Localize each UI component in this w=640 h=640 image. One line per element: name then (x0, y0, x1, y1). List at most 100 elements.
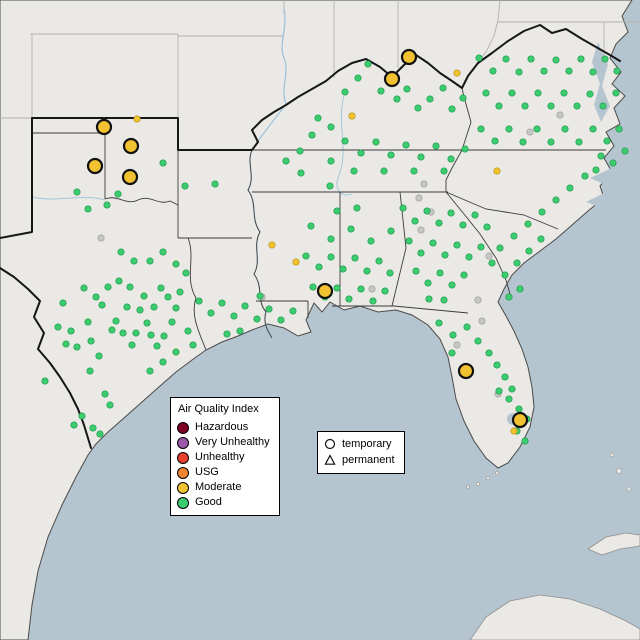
station-missing-marker (556, 111, 564, 119)
station-moderate-marker (348, 112, 356, 120)
station-good-marker (552, 56, 560, 64)
station-good-marker (326, 182, 334, 190)
station-good-marker (423, 207, 431, 215)
station-good-marker (297, 169, 305, 177)
station-good-marker (253, 315, 261, 323)
station-good-marker (448, 105, 456, 113)
permanent-triangle-icon (324, 454, 336, 465)
station-good-marker (435, 219, 443, 227)
station-good-marker (426, 95, 434, 103)
station-good-marker (289, 307, 297, 315)
station-good-marker (114, 190, 122, 198)
legend-item-temporary: temporary (324, 436, 395, 452)
station-good-marker (615, 125, 623, 133)
station-good-marker (449, 331, 457, 339)
station-good-marker (101, 390, 109, 398)
station-good-marker (282, 157, 290, 165)
station-good-marker (440, 296, 448, 304)
legend-item-label: Good (195, 496, 222, 508)
station-good-marker (345, 295, 353, 303)
station-moderate-temporary-marker (95, 118, 113, 136)
station-good-marker (54, 323, 62, 331)
station-good-marker (505, 125, 513, 133)
station-good-marker (327, 253, 335, 261)
station-good-marker (387, 151, 395, 159)
station-good-marker (92, 293, 100, 301)
station-good-marker (461, 145, 469, 153)
station-good-marker (592, 166, 600, 174)
station-good-marker (147, 331, 155, 339)
station-missing-marker (420, 180, 428, 188)
legend-item-permanent: permanent (324, 452, 395, 468)
station-good-marker (432, 142, 440, 150)
station-good-marker (589, 68, 597, 76)
station-missing-marker (417, 226, 425, 234)
station-good-marker (223, 330, 231, 338)
station-good-marker (515, 405, 523, 413)
station-good-marker (448, 281, 456, 289)
station-moderate-temporary-marker (122, 137, 140, 155)
unhealthy-marker-icon (177, 451, 189, 464)
station-good-marker (96, 430, 104, 438)
station-good-marker (327, 123, 335, 131)
station-good-marker (533, 125, 541, 133)
station-good-marker (80, 284, 88, 292)
station-good-marker (412, 267, 420, 275)
very-unhealthy-marker-icon (177, 436, 189, 449)
station-good-marker (501, 271, 509, 279)
station-good-marker (159, 358, 167, 366)
station-good-marker (277, 316, 285, 324)
station-good-marker (435, 319, 443, 327)
station-good-marker (565, 67, 573, 75)
station-good-marker (586, 90, 594, 98)
station-good-marker (207, 309, 215, 317)
station-good-marker (621, 147, 629, 155)
station-missing-marker (485, 252, 493, 260)
station-good-marker (159, 159, 167, 167)
station-moderate-marker (510, 427, 518, 435)
station-good-marker (106, 401, 114, 409)
station-good-marker (363, 267, 371, 275)
legend-item-good: Good (177, 495, 270, 510)
station-good-marker (510, 232, 518, 240)
station-good-marker (136, 306, 144, 314)
station-good-marker (327, 235, 335, 243)
station-good-marker (516, 285, 524, 293)
station-good-marker (603, 137, 611, 145)
station-good-marker (146, 367, 154, 375)
station-good-marker (410, 167, 418, 175)
aqi-legend-title: Air Quality Index (178, 403, 259, 415)
station-good-marker (537, 235, 545, 243)
outside-state-borders (0, 0, 640, 119)
station-good-marker (465, 253, 473, 261)
station-good-marker (73, 188, 81, 196)
station-good-marker (182, 269, 190, 277)
station-good-marker (117, 248, 125, 256)
station-good-marker (429, 239, 437, 247)
station-good-marker (241, 302, 249, 310)
station-good-marker (411, 217, 419, 225)
tennessee-river (336, 95, 353, 196)
station-good-marker (181, 182, 189, 190)
station-good-marker (62, 340, 70, 348)
station-good-marker (357, 149, 365, 157)
symbol-legend: temporary permanent (317, 431, 405, 474)
station-good-marker (474, 337, 482, 345)
station-good-marker (112, 317, 120, 325)
aqi-legend: Air Quality Index Hazardous Very Unhealt… (170, 397, 280, 516)
station-good-marker (417, 153, 425, 161)
station-good-marker (459, 94, 467, 102)
station-good-marker (573, 102, 581, 110)
station-good-marker (381, 287, 389, 295)
station-good-marker (95, 352, 103, 360)
station-moderate-temporary-marker (511, 411, 529, 429)
legend-item-moderate: Moderate (177, 480, 270, 495)
station-good-marker (495, 387, 503, 395)
station-good-marker (86, 367, 94, 375)
moderate-marker-icon (177, 481, 189, 494)
station-good-marker (341, 88, 349, 96)
legend-item-very-unhealthy: Very Unhealthy (177, 435, 270, 450)
station-good-marker (367, 237, 375, 245)
station-good-marker (393, 95, 401, 103)
station-good-marker (189, 341, 197, 349)
